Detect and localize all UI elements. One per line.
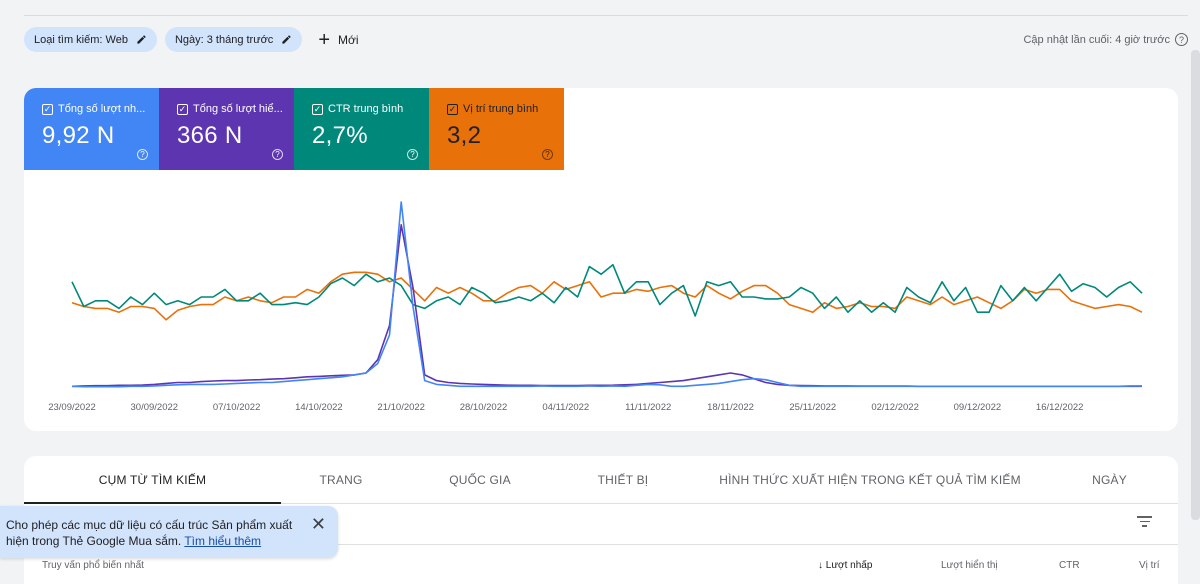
last-updated-text: Cập nhật lần cuối: 4 giờ trước [1023, 33, 1170, 46]
x-tick-label: 04/11/2022 [542, 402, 589, 413]
x-tick-label: 02/12/2022 [871, 402, 919, 413]
close-icon[interactable]: ✕ [310, 514, 326, 534]
dimension-tabs: Cụm từ tìm kiếm Trang Quốc gia Thiết bị … [24, 456, 1178, 504]
x-tick-label: 18/11/2022 [707, 402, 754, 413]
performance-card: ✓ Tổng số lượt nh... 9,92 N ? ✓ Tổng số lư… [24, 88, 1178, 431]
tab-devices[interactable]: Thiết bị [597, 472, 649, 487]
series-line-0 [71, 201, 1142, 388]
column-header-impressions[interactable]: Lượt hiển thị [941, 560, 998, 571]
x-tick-label: 28/10/2022 [460, 402, 508, 413]
column-header-position[interactable]: Vị trí [1139, 560, 1160, 571]
help-icon[interactable]: ? [542, 149, 553, 160]
toast-text: Cho phép các mục dữ liệu có cấu trúc Sản… [6, 518, 293, 548]
help-icon[interactable]: ? [1175, 33, 1188, 46]
checkbox-checked-icon: ✓ [177, 103, 188, 115]
page-scrollbar[interactable] [1191, 50, 1200, 520]
column-header-clicks-label: Lượt nhấp [825, 560, 873, 571]
metric-label: CTR trung bình [328, 103, 404, 115]
checkbox-checked-icon: ✓ [42, 103, 53, 115]
filter-bar: Loại tìm kiếm: Web Ngày: 3 tháng trước +… [24, 27, 359, 52]
x-tick-label: 30/09/2022 [131, 402, 179, 413]
search-type-filter-label: Loại tìm kiếm: Web [34, 33, 128, 46]
plus-icon: + [318, 28, 330, 51]
column-header-clicks[interactable]: ↓ Lượt nhấp [818, 560, 872, 571]
metric-total-clicks[interactable]: ✓ Tổng số lượt nh... 9,92 N ? [24, 88, 159, 170]
x-tick-label: 25/11/2022 [789, 402, 836, 413]
metric-label: Vị trí trung bình [463, 103, 539, 115]
series-line-2 [71, 263, 1143, 317]
help-icon[interactable]: ? [272, 149, 283, 160]
performance-chart[interactable]: 23/09/2022 30/09/2022 07/10/2022 14/10/2022… [24, 170, 1178, 431]
metric-label: Tổng số lượt hiể... [193, 103, 282, 115]
pencil-icon [137, 35, 146, 44]
x-tick-label: 14/10/2022 [295, 402, 343, 413]
metric-value: 9,92 N [42, 122, 115, 149]
series-line-1 [71, 223, 1142, 388]
last-updated: Cập nhật lần cuối: 4 giờ trước ? [1023, 33, 1188, 46]
x-tick-label: 11/11/2022 [625, 402, 671, 413]
tab-countries[interactable]: Quốc gia [449, 472, 511, 487]
metric-tiles: ✓ Tổng số lượt nh... 9,92 N ? ✓ Tổng số lư… [24, 88, 1178, 170]
learn-more-link[interactable]: Tìm hiểu thêm [184, 534, 262, 548]
metric-average-position[interactable]: ✓ Vị trí trung bình 3,2 ? [429, 88, 564, 170]
pencil-icon [282, 35, 291, 44]
tab-dates[interactable]: Ngày [1092, 472, 1127, 487]
column-header-ctr[interactable]: CTR [1059, 560, 1080, 571]
date-filter-label: Ngày: 3 tháng trước [174, 33, 274, 46]
metric-average-ctr[interactable]: ✓ CTR trung bình 2,7% ? [294, 88, 429, 170]
metric-label: Tổng số lượt nh... [58, 103, 146, 115]
tab-pages[interactable]: Trang [319, 472, 363, 487]
new-filter-button[interactable]: + Mới [318, 30, 358, 50]
checkbox-checked-icon: ✓ [312, 103, 323, 115]
date-filter-chip[interactable]: Ngày: 3 tháng trước [164, 27, 303, 52]
metric-value: 3,2 [447, 122, 482, 149]
tab-queries[interactable]: Cụm từ tìm kiếm [24, 456, 281, 504]
x-tick-label: 23/09/2022 [48, 402, 96, 413]
top-divider [24, 15, 1188, 16]
table-header: Truy vấn phổ biến nhất ↓ Lượt nhấp Lượt … [24, 560, 1178, 574]
tab-search-appearance[interactable]: Hình thức xuất hiện trong kết quả tìm ki… [719, 472, 1021, 487]
series-line-3 [71, 271, 1143, 321]
metric-total-impressions[interactable]: ✓ Tổng số lượt hiể... 366 N ? [159, 88, 294, 170]
x-tick-label: 21/10/2022 [377, 402, 425, 413]
help-icon[interactable]: ? [137, 149, 148, 160]
x-tick-label: 07/10/2022 [213, 402, 261, 413]
notification-toast: Cho phép các mục dữ liệu có cấu trúc Sản… [0, 506, 338, 558]
table-divider [24, 544, 1178, 545]
search-type-filter-chip[interactable]: Loại tìm kiếm: Web [24, 27, 157, 52]
checkbox-checked-icon: ✓ [447, 103, 458, 115]
metric-value: 2,7% [312, 122, 368, 149]
metric-value: 366 N [177, 122, 243, 149]
new-filter-label: Mới [338, 32, 359, 47]
x-tick-label: 09/12/2022 [954, 402, 1002, 413]
help-icon[interactable]: ? [407, 149, 418, 160]
x-tick-label: 16/12/2022 [1036, 402, 1084, 413]
filter-rows-icon[interactable] [1137, 516, 1152, 528]
column-header-query[interactable]: Truy vấn phổ biến nhất [42, 560, 144, 571]
arrow-down-icon: ↓ [818, 560, 826, 571]
